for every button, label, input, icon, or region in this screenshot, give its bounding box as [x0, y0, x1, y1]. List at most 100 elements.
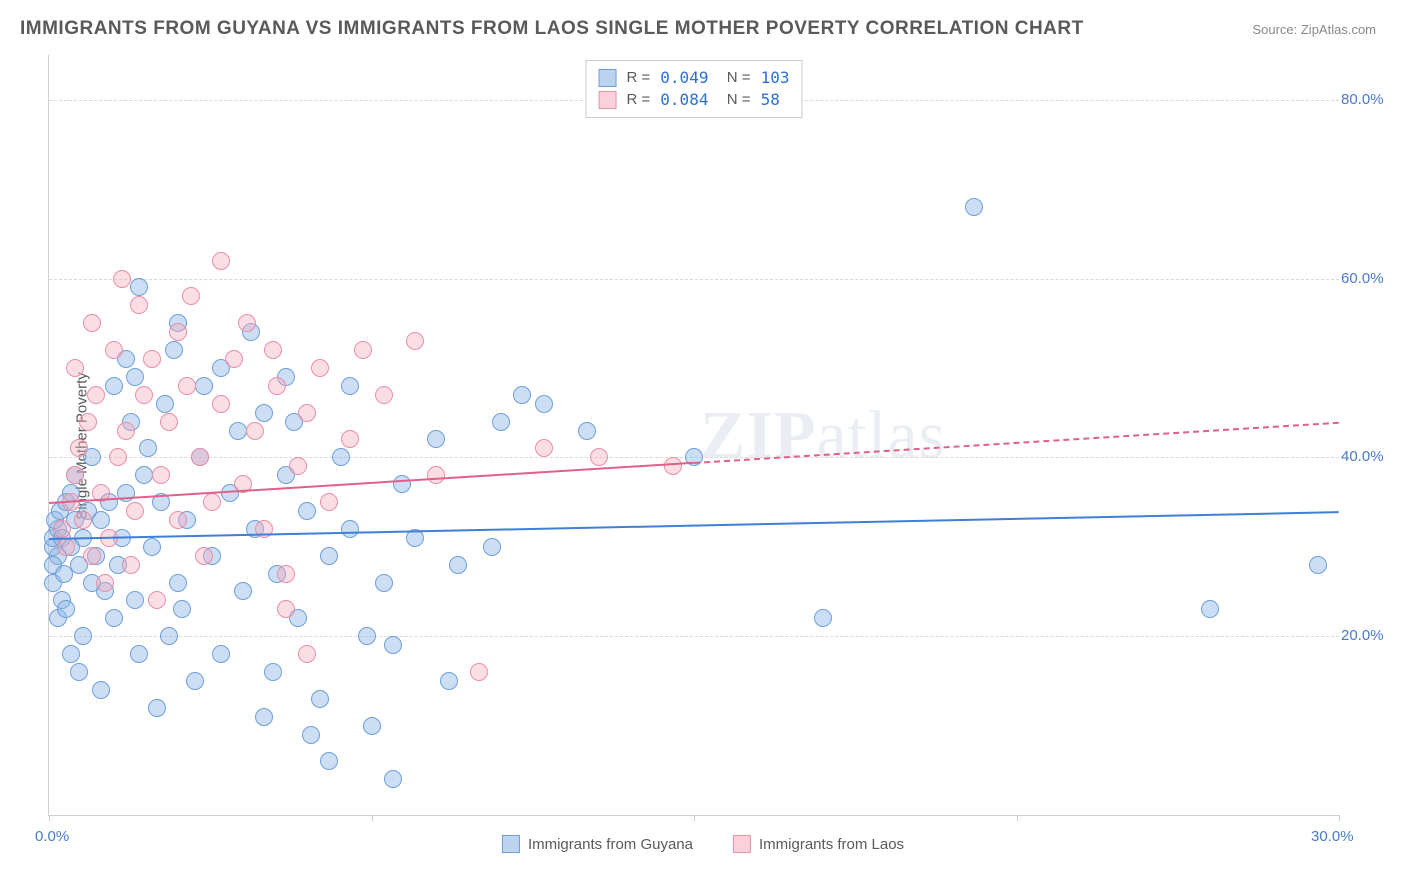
data-point: [375, 574, 393, 592]
r-value-guyana: 0.049: [660, 67, 708, 89]
x-tick-mark: [1017, 815, 1018, 821]
data-point: [483, 538, 501, 556]
data-point: [1309, 556, 1327, 574]
data-point: [298, 404, 316, 422]
chart-title: IMMIGRANTS FROM GUYANA VS IMMIGRANTS FRO…: [20, 18, 1084, 40]
n-value-laos: 58: [761, 89, 780, 111]
correlation-legend: R = 0.049 N = 103 R = 0.084 N = 58: [586, 60, 803, 118]
data-point: [66, 466, 84, 484]
series-legend: Immigrants from Guyana Immigrants from L…: [502, 835, 904, 853]
data-point: [62, 645, 80, 663]
data-point: [229, 422, 247, 440]
data-point: [427, 466, 445, 484]
data-point: [212, 252, 230, 270]
data-point: [406, 332, 424, 350]
data-point: [358, 627, 376, 645]
data-point: [66, 359, 84, 377]
data-point: [74, 511, 92, 529]
data-point: [143, 350, 161, 368]
data-point: [320, 547, 338, 565]
data-point: [332, 448, 350, 466]
r-label: R =: [627, 67, 651, 89]
data-point: [126, 591, 144, 609]
legend-item-laos: Immigrants from Laos: [733, 835, 904, 853]
data-point: [160, 627, 178, 645]
data-point: [156, 395, 174, 413]
swatch-pink: [733, 835, 751, 853]
data-point: [139, 439, 157, 457]
n-label: N =: [718, 89, 750, 111]
legend-label: Immigrants from Laos: [759, 836, 904, 853]
data-point: [341, 430, 359, 448]
data-point: [117, 422, 135, 440]
data-point: [298, 645, 316, 663]
data-point: [384, 636, 402, 654]
data-point: [234, 582, 252, 600]
scatter-plot: ZIPatlas R = 0.049 N = 103 R = 0.084 N =…: [48, 55, 1339, 816]
data-point: [186, 672, 204, 690]
data-point: [470, 663, 488, 681]
data-point: [148, 699, 166, 717]
data-point: [83, 547, 101, 565]
data-point: [105, 609, 123, 627]
data-point: [169, 511, 187, 529]
r-value-laos: 0.084: [660, 89, 708, 111]
data-point: [513, 386, 531, 404]
data-point: [195, 547, 213, 565]
legend-item-guyana: Immigrants from Guyana: [502, 835, 693, 853]
data-point: [277, 600, 295, 618]
x-tick-mark: [372, 815, 373, 821]
data-point: [152, 466, 170, 484]
data-point: [311, 690, 329, 708]
data-point: [311, 359, 329, 377]
data-point: [384, 770, 402, 788]
data-point: [135, 386, 153, 404]
data-point: [320, 752, 338, 770]
data-point: [255, 404, 273, 422]
data-point: [535, 439, 553, 457]
data-point: [92, 681, 110, 699]
data-point: [70, 439, 88, 457]
data-point: [578, 422, 596, 440]
data-point: [590, 448, 608, 466]
data-point: [341, 377, 359, 395]
data-point: [1201, 600, 1219, 618]
data-point: [169, 574, 187, 592]
data-point: [195, 377, 213, 395]
x-tick-mark: [1339, 815, 1340, 821]
x-tick-label: 0.0%: [35, 828, 69, 845]
data-point: [173, 600, 191, 618]
data-point: [375, 386, 393, 404]
data-point: [178, 377, 196, 395]
x-tick-mark: [49, 815, 50, 821]
data-point: [57, 600, 75, 618]
data-point: [130, 296, 148, 314]
gridline: [49, 636, 1339, 637]
data-point: [105, 341, 123, 359]
data-point: [440, 672, 458, 690]
data-point: [238, 314, 256, 332]
data-point: [393, 475, 411, 493]
watermark: ZIPatlas: [700, 396, 946, 475]
y-tick-label: 20.0%: [1341, 627, 1401, 644]
data-point: [169, 323, 187, 341]
data-point: [255, 708, 273, 726]
data-point: [664, 457, 682, 475]
data-point: [87, 386, 105, 404]
data-point: [135, 466, 153, 484]
r-label: R =: [627, 89, 651, 111]
gridline: [49, 279, 1339, 280]
data-point: [79, 413, 97, 431]
data-point: [320, 493, 338, 511]
n-label: N =: [718, 67, 750, 89]
data-point: [268, 377, 286, 395]
data-point: [83, 314, 101, 332]
data-point: [113, 270, 131, 288]
source-label: Source: ZipAtlas.com: [1252, 22, 1376, 37]
data-point: [74, 627, 92, 645]
data-point: [535, 395, 553, 413]
data-point: [203, 493, 221, 511]
data-point: [191, 448, 209, 466]
data-point: [492, 413, 510, 431]
data-point: [363, 717, 381, 735]
